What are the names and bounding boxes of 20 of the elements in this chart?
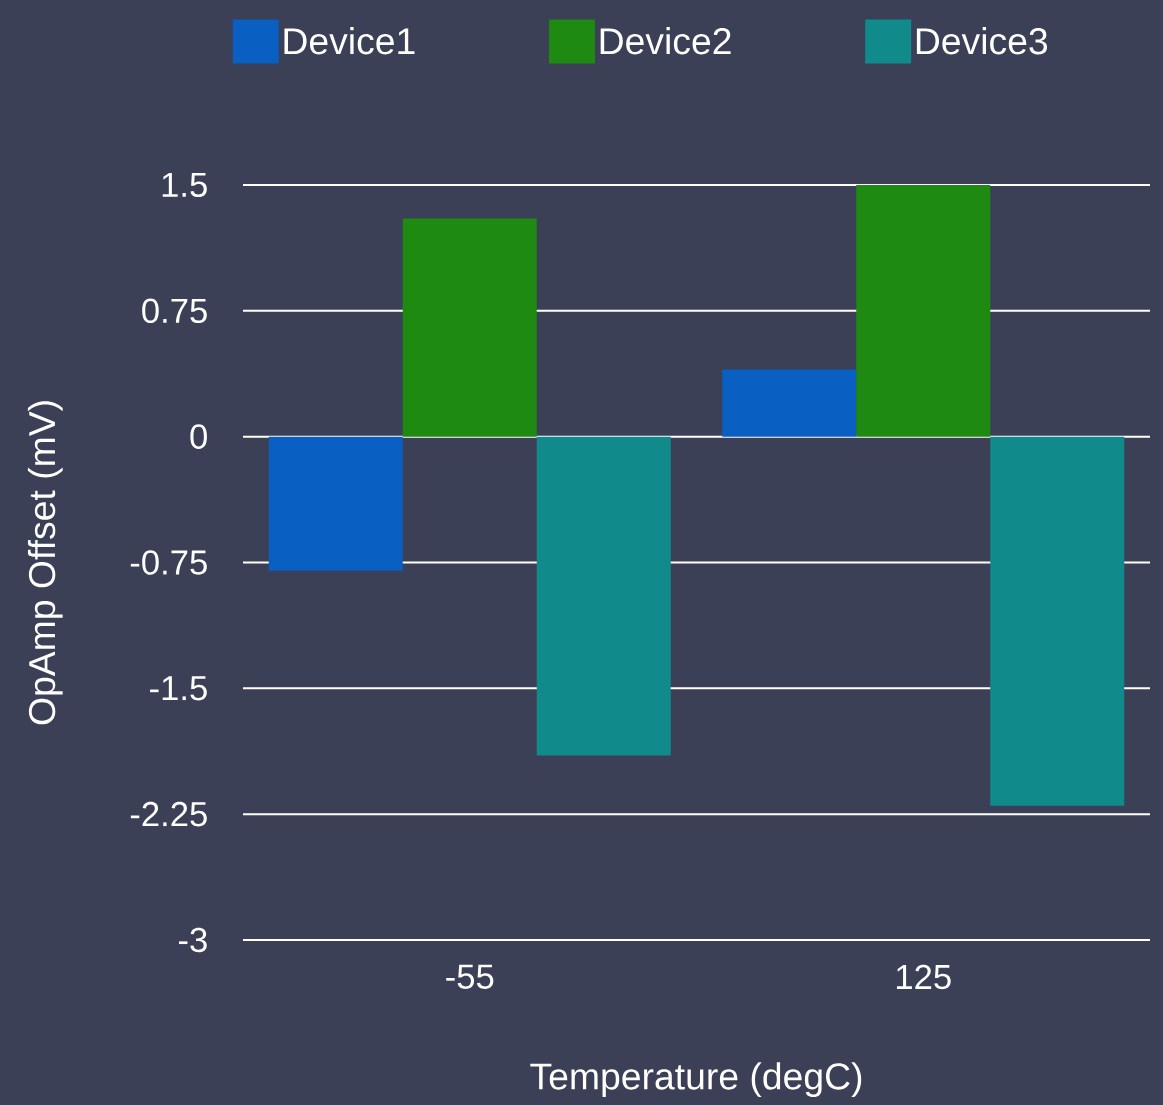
y-tick-label: -0.75 bbox=[130, 550, 207, 575]
x-tick-label: 125 bbox=[896, 964, 951, 990]
bar bbox=[268, 436, 403, 571]
x-tick-label: -55 bbox=[446, 964, 494, 989]
y-tick-label: -1.5 bbox=[150, 676, 207, 701]
legend-label: Device3 bbox=[916, 27, 1048, 55]
bar bbox=[536, 436, 671, 756]
legend-label: Device2 bbox=[600, 27, 731, 55]
bar bbox=[990, 436, 1125, 806]
y-tick-label: 0 bbox=[190, 424, 207, 449]
legend-label: Device1 bbox=[284, 27, 415, 55]
y-tick-label: -2.25 bbox=[130, 801, 207, 827]
x-axis-title: Temperature (degC) bbox=[530, 1062, 862, 1098]
bar bbox=[856, 184, 991, 437]
bar bbox=[722, 369, 857, 437]
bar bbox=[402, 218, 537, 437]
y-tick-label: 1.5 bbox=[162, 172, 207, 198]
y-tick-label: -3 bbox=[179, 927, 207, 953]
y-axis-title: OpAmp Offset (mV) bbox=[27, 401, 63, 725]
y-tick-label: 0.75 bbox=[142, 298, 207, 324]
